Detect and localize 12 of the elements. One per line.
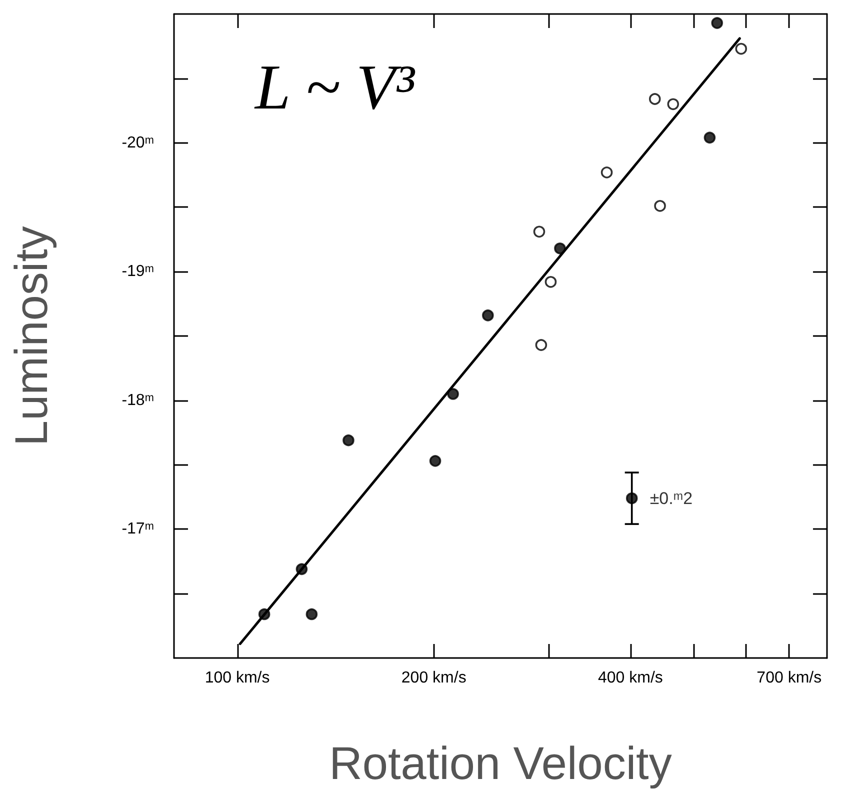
y-tick-label: -17ᵐ [122,520,154,538]
y-tick-label: -19ᵐ [122,263,154,280]
annotation: ±0.ᵐ2 [650,488,693,508]
x-tick-label: 200 km/s [401,670,466,686]
x-tick-label: 400 km/s [598,670,663,686]
x-tick-label: 100 km/s [204,670,270,686]
x-tick-label: 700 km/s [756,670,822,686]
annotation: L ~ V³ [254,52,416,122]
y-tick-label: -20ᵐ [122,134,154,152]
x-axis-title: Rotation Velocity [329,737,672,789]
y-axis-title: Luminosity [5,226,57,446]
y-tick-label: -18ᵐ [122,392,154,409]
